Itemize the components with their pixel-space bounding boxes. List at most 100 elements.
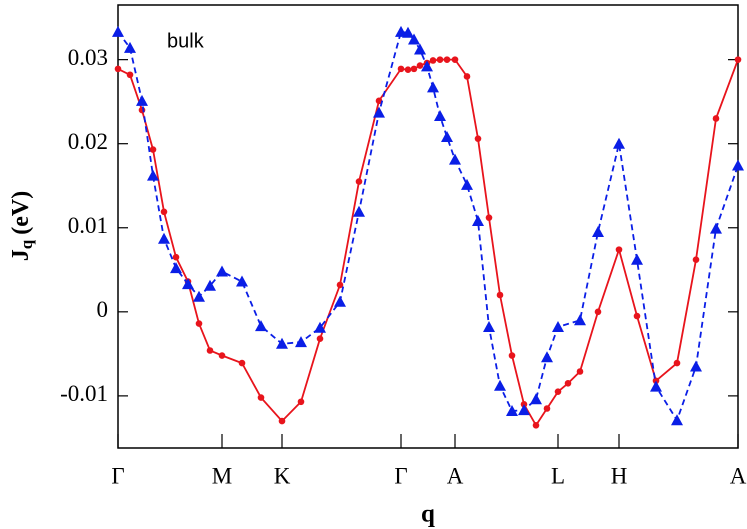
- x-tick-label: L: [551, 463, 565, 488]
- point: [314, 321, 326, 333]
- point: [136, 94, 148, 106]
- point: [255, 320, 267, 332]
- point: [160, 208, 168, 216]
- point: [692, 256, 700, 264]
- point: [673, 359, 681, 367]
- point: [236, 275, 248, 287]
- x-tick-label: K: [274, 463, 291, 488]
- point: [443, 56, 451, 63]
- point: [690, 360, 702, 372]
- y-tick-label: 0.02: [68, 129, 108, 154]
- point: [483, 320, 495, 332]
- x-tick-label: M: [212, 463, 232, 488]
- y-tick-label: 0: [97, 297, 109, 322]
- point: [554, 388, 562, 395]
- x-tick-label: A: [447, 463, 464, 488]
- point: [541, 351, 553, 363]
- point: [375, 97, 383, 105]
- point: [574, 314, 586, 326]
- point: [485, 214, 493, 221]
- point: [257, 394, 265, 401]
- point: [204, 279, 216, 291]
- point: [193, 290, 205, 302]
- x-tick-label: Γ: [394, 463, 407, 488]
- point: [416, 62, 424, 69]
- point: [402, 26, 414, 38]
- point: [496, 291, 504, 299]
- point: [353, 205, 365, 217]
- point: [508, 352, 516, 359]
- y-axis-label: Jq (eV): [8, 191, 36, 261]
- x-tick-label: Γ: [111, 463, 124, 488]
- point: [124, 41, 136, 53]
- point: [564, 379, 572, 387]
- y-label-subscript: q: [17, 239, 36, 249]
- point: [613, 137, 625, 149]
- point: [449, 153, 461, 165]
- point: [404, 66, 412, 74]
- point: [276, 337, 288, 349]
- point: [355, 178, 363, 185]
- point: [216, 265, 228, 277]
- point: [316, 335, 324, 343]
- point: [138, 106, 146, 114]
- point: [278, 417, 286, 425]
- x-axis-label: q: [421, 501, 435, 528]
- point: [494, 379, 506, 391]
- plot-frame: [117, 4, 739, 449]
- point: [441, 130, 453, 142]
- point: [206, 347, 214, 354]
- point: [463, 73, 471, 80]
- point: [297, 398, 305, 406]
- point: [530, 393, 542, 405]
- point: [336, 281, 344, 289]
- point: [576, 368, 584, 375]
- point: [671, 414, 683, 426]
- point: [461, 178, 473, 190]
- point: [147, 169, 159, 181]
- y-tick-label: 0.03: [68, 45, 108, 70]
- point: [158, 232, 170, 244]
- point: [734, 56, 742, 63]
- point: [518, 404, 530, 416]
- x-tick-label: H: [611, 463, 628, 488]
- point: [633, 312, 641, 320]
- point: [427, 81, 439, 93]
- point: [429, 57, 437, 64]
- y-tick-label: 0.01: [68, 213, 108, 238]
- point: [472, 215, 484, 227]
- point: [397, 65, 405, 73]
- point: [543, 405, 551, 412]
- point: [373, 106, 385, 118]
- point: [195, 320, 203, 327]
- point: [126, 71, 134, 79]
- point: [474, 135, 482, 142]
- y-label-main: J: [8, 249, 34, 261]
- point: [238, 359, 246, 367]
- point: [414, 43, 426, 55]
- point: [710, 222, 722, 234]
- point: [112, 25, 124, 37]
- point: [410, 65, 418, 73]
- point: [732, 159, 744, 171]
- point: [594, 308, 602, 316]
- point: [532, 422, 540, 429]
- point: [650, 380, 662, 392]
- point: [615, 246, 623, 253]
- series-line: [117, 58, 739, 428]
- point: [592, 225, 604, 237]
- point: [506, 405, 518, 417]
- point: [182, 278, 194, 290]
- point: [451, 56, 459, 63]
- y-label-unit: (eV): [8, 191, 34, 235]
- point: [712, 115, 720, 122]
- annotation: bulk: [167, 30, 205, 52]
- point: [436, 56, 444, 63]
- x-tick-label: A: [730, 463, 747, 488]
- point: [170, 262, 182, 274]
- point: [114, 65, 122, 73]
- point: [552, 320, 564, 332]
- series-line: [117, 30, 739, 423]
- point: [421, 60, 433, 72]
